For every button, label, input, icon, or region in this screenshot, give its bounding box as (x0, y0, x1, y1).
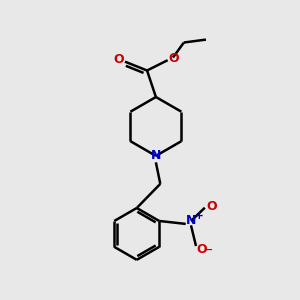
Text: O: O (113, 53, 124, 66)
Text: O: O (196, 243, 207, 256)
Text: −: − (204, 244, 213, 254)
Text: O: O (206, 200, 217, 213)
Text: N: N (186, 214, 196, 227)
Text: O: O (169, 52, 179, 65)
Text: +: + (195, 211, 203, 221)
Text: N: N (151, 149, 161, 162)
